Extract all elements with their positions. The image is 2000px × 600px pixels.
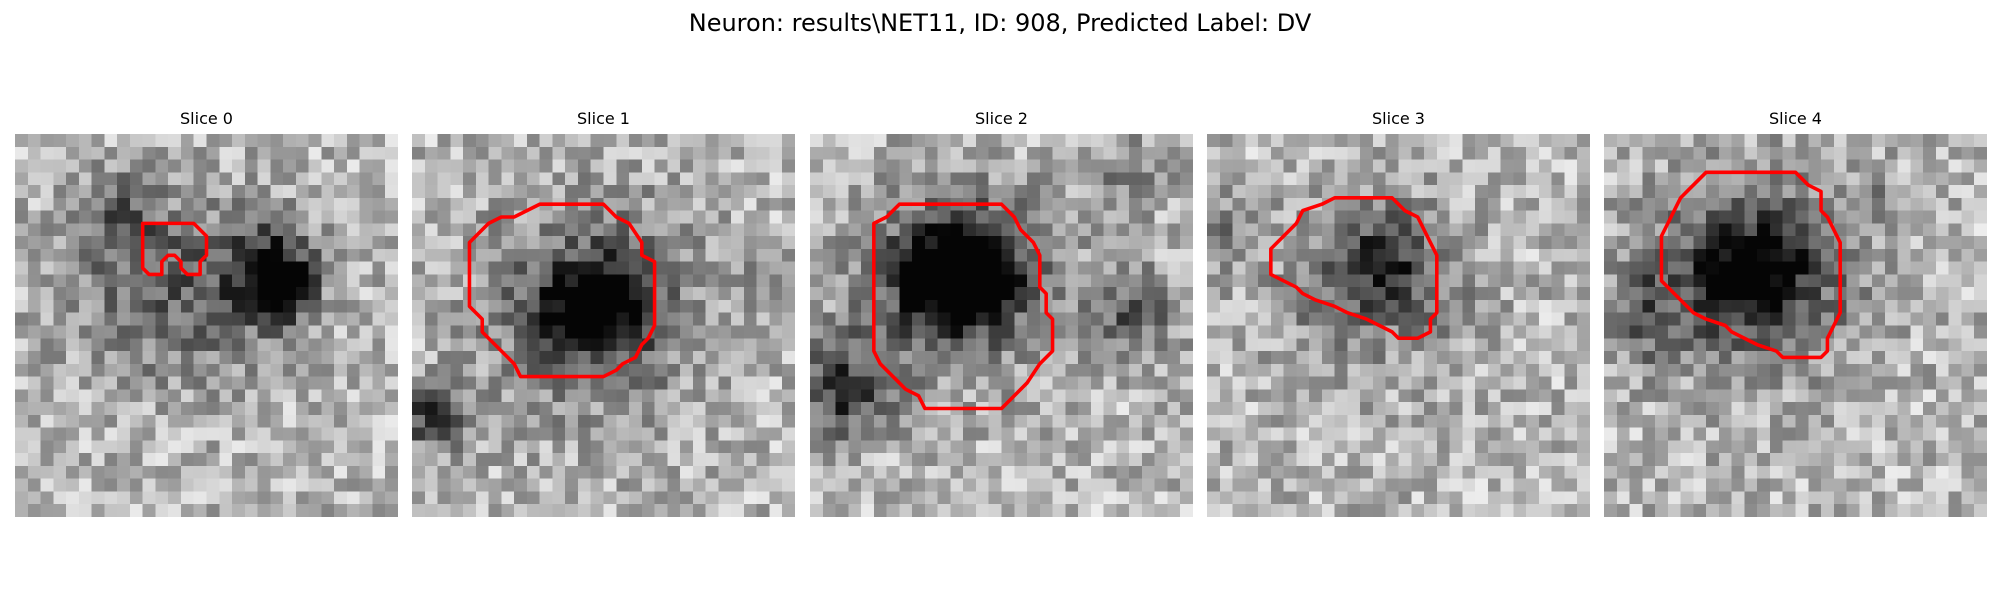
slice-title: Slice 4 <box>1769 109 1822 128</box>
pixel-grid <box>1207 134 1590 517</box>
roi-contour <box>1269 196 1439 341</box>
slice-panel-0: Slice 0 <box>15 108 398 517</box>
slice-panel-3: Slice 3 <box>1207 108 1590 517</box>
roi-contour <box>467 202 657 379</box>
slice-title: Slice 3 <box>1372 109 1425 128</box>
slice-image <box>810 134 1193 517</box>
roi-contour <box>140 221 209 277</box>
slice-image <box>412 134 795 517</box>
roi-contour <box>872 202 1055 411</box>
pixel-grid <box>15 134 398 517</box>
slice-image <box>15 134 398 517</box>
slice-image <box>1207 134 1590 517</box>
slice-panel-2: Slice 2 <box>810 108 1193 517</box>
roi-contour <box>1659 170 1842 360</box>
slice-image <box>1604 134 1987 517</box>
slice-title: Slice 2 <box>975 109 1028 128</box>
pixel-grid <box>1604 134 1987 517</box>
slice-title: Slice 1 <box>577 109 630 128</box>
pixel-grid <box>810 134 1193 517</box>
pixel-grid <box>412 134 795 517</box>
slice-panel-1: Slice 1 <box>412 108 795 517</box>
slice-panel-4: Slice 4 <box>1604 108 1987 517</box>
slice-title: Slice 0 <box>180 109 233 128</box>
figure-title: Neuron: results\NET11, ID: 908, Predicte… <box>688 9 1312 37</box>
